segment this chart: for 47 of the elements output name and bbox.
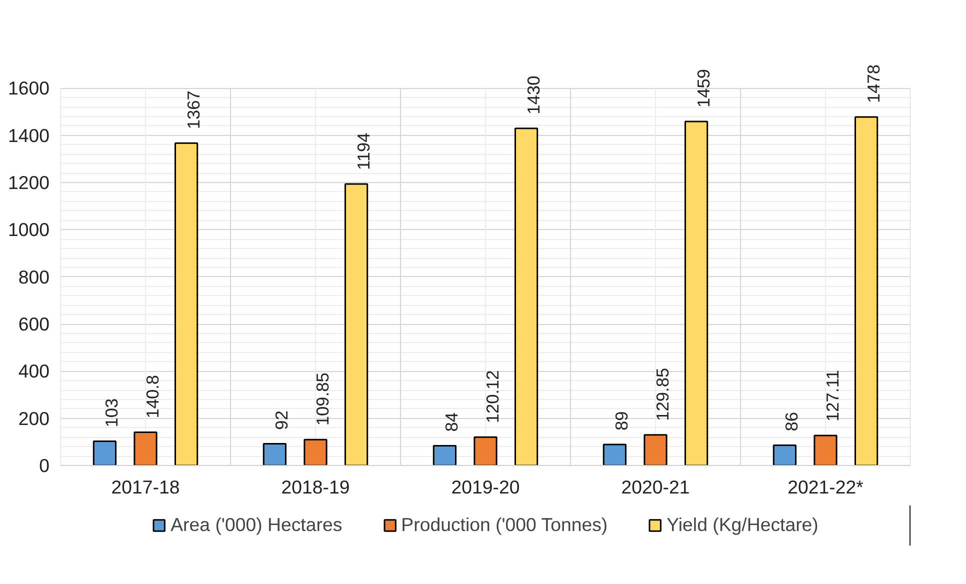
y-tick-label: 200 [18, 408, 50, 429]
data-label: 1194 [353, 132, 374, 170]
data-label: 1367 [183, 90, 204, 130]
y-tick-label: 400 [18, 360, 50, 382]
legend-label: Production ('000 Tonnes) [401, 514, 608, 536]
data-label: 127.11 [822, 370, 842, 422]
legend-label: Area ('000) Hectares [170, 514, 342, 536]
bar [432, 444, 456, 466]
bar [644, 434, 668, 466]
data-label: 86 [782, 412, 802, 432]
bar [514, 128, 538, 466]
x-tick-label: 2018-19 [281, 476, 350, 498]
bar [174, 142, 198, 466]
y-tick-label: 1400 [8, 124, 50, 146]
data-label: 109.85 [312, 372, 332, 426]
bar [814, 434, 838, 466]
y-tick-label: 1600 [8, 78, 50, 99]
x-tick-label: 2020-21 [621, 476, 690, 498]
y-tick-label: 1000 [8, 219, 50, 240]
data-label: 89 [612, 411, 632, 431]
bar [304, 438, 328, 466]
data-label: 1478 [863, 64, 884, 103]
bar [134, 432, 158, 466]
data-label: 140.8 [142, 374, 162, 418]
data-label: 103 [102, 398, 122, 428]
bar [772, 444, 796, 466]
bar [602, 444, 626, 466]
data-label: 120.12 [482, 370, 502, 424]
y-tick-label: 600 [18, 314, 50, 335]
bar [262, 443, 286, 466]
bar [854, 116, 878, 466]
data-label: 92 [272, 410, 292, 430]
bar [684, 120, 708, 466]
bar [344, 183, 368, 466]
bar [92, 440, 116, 466]
data-label: 1430 [523, 76, 544, 114]
data-label: 84 [442, 412, 462, 432]
legend-label: Yield (Kg/Hectare) [666, 514, 818, 536]
x-tick-label: 2017-18 [111, 476, 180, 498]
x-tick-label: 2021-22* [788, 476, 864, 498]
data-label: 1459 [693, 68, 714, 108]
y-tick-label: 1200 [8, 172, 50, 194]
bar [474, 436, 498, 466]
y-tick-label: 0 [39, 455, 50, 476]
x-tick-label: 2019-20 [451, 476, 520, 498]
y-tick-label: 800 [18, 266, 50, 288]
data-label: 129.85 [652, 368, 672, 421]
